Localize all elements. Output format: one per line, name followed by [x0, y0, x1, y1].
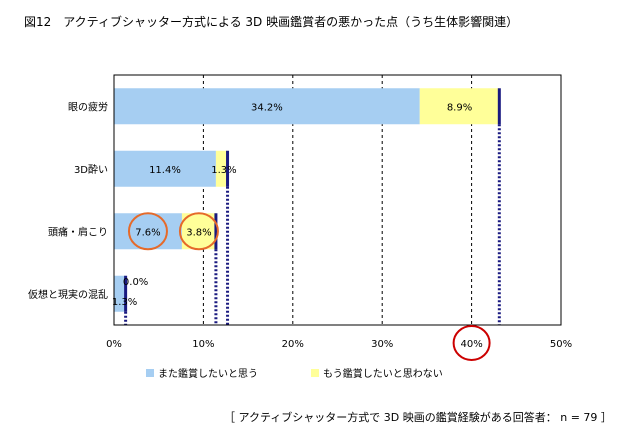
- bar-segment: [215, 150, 228, 187]
- chart-title: 図12 アクティブシャッター方式による 3D 映画鑑賞者の悪かった点（うち生体影…: [24, 15, 519, 29]
- legend: また鑑賞したいと思う もう鑑賞したいと思わない: [146, 367, 443, 380]
- annotations: [127, 212, 491, 361]
- highlight-circle: [178, 212, 219, 251]
- category-label: 頭痛・肩こり: [48, 225, 108, 238]
- data-label: 8.9%: [447, 102, 472, 113]
- plot-frame: [113, 74, 562, 326]
- footnote: ［ アクティブシャッター方式で 3D 映画の鑑賞経験がある回答者： n = 79…: [224, 411, 612, 424]
- data-label: 7.6%: [135, 227, 160, 238]
- data-label: 11.4%: [149, 165, 181, 176]
- x-tick-label: 40%: [460, 339, 482, 350]
- data-label: 34.2%: [251, 102, 283, 113]
- legend-label: また鑑賞したいと思う: [158, 367, 258, 380]
- bars: [114, 88, 500, 312]
- x-tick-label: 50%: [550, 339, 572, 350]
- x-tick-label: 20%: [282, 339, 304, 350]
- bar-segment: [114, 213, 182, 250]
- bar-segment: [181, 213, 216, 250]
- category-label: 3D酔い: [74, 163, 108, 176]
- x-tick-label: 0%: [106, 339, 122, 350]
- data-label: 1.3%: [211, 165, 236, 176]
- x-tick-label: 10%: [192, 339, 214, 350]
- axes: 0% 10% 20% 30% 40% 50%: [106, 74, 572, 350]
- data-label: 0.0%: [123, 277, 148, 288]
- highlight-circle: [127, 212, 168, 251]
- category-label: 眼の疲労: [68, 100, 108, 113]
- bar-segment: [114, 150, 216, 187]
- bar-segment: [114, 275, 126, 312]
- x-tick-label: 30%: [371, 339, 393, 350]
- data-label: 3.8%: [186, 227, 211, 238]
- legend-label: もう鑑賞したいと思わない: [323, 367, 443, 380]
- data-label: 1.3%: [112, 297, 137, 308]
- legend-swatch: [311, 369, 319, 377]
- total-markers: [124, 88, 501, 325]
- legend-swatch: [146, 369, 154, 377]
- bar-segment: [114, 88, 420, 125]
- bar-segment: [419, 88, 500, 125]
- category-label: 仮想と現実の混乱: [28, 288, 108, 301]
- highlight-circle: [452, 325, 491, 361]
